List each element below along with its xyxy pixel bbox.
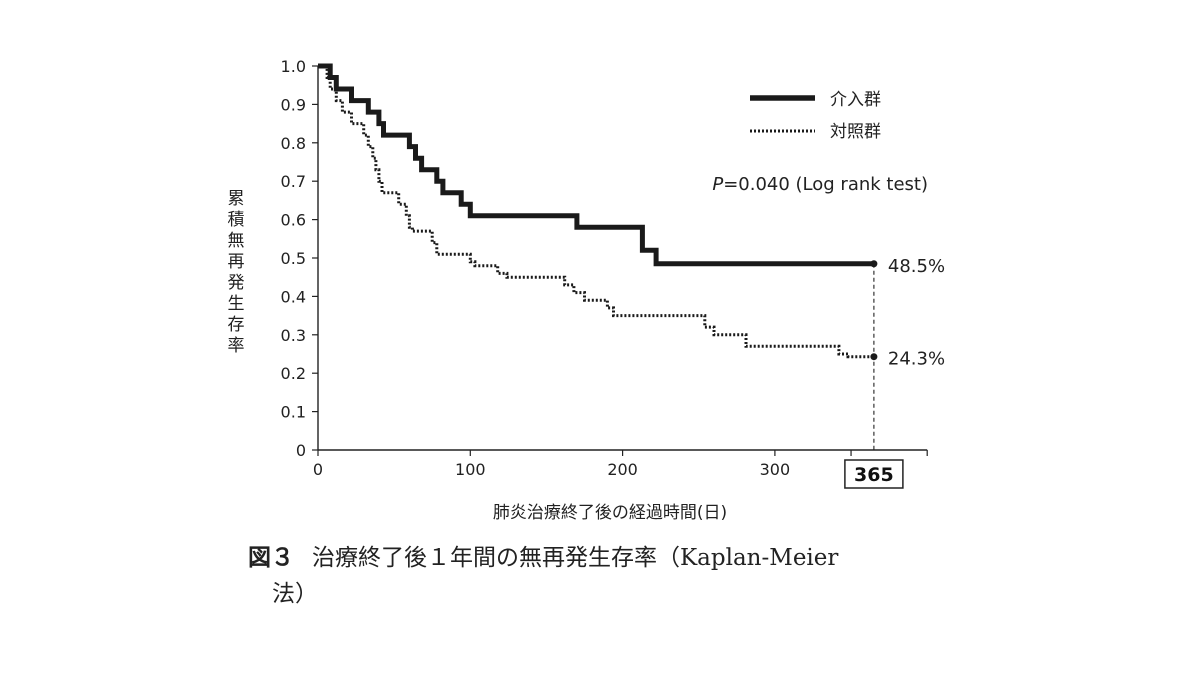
- y-axis-label-char: 生: [228, 294, 245, 314]
- y-axis-label-char: 累: [228, 189, 245, 209]
- legend: 介入群 対照群: [750, 90, 881, 142]
- series-end-label-control: 24.3%: [888, 349, 945, 370]
- series-line-intervention: [318, 63, 874, 267]
- y-axis-label-char: 積: [228, 210, 245, 230]
- x-axis-ticks: 0 100 200 300: [313, 450, 928, 479]
- y-axis-ticks: 0 0.1 0.2 0.3 0.4 0.5 0.6 0.7 0.8 0.9 1.0: [281, 57, 318, 460]
- y-tick-label: 1.0: [281, 57, 306, 76]
- p-symbol: P: [712, 174, 723, 195]
- y-axis-label-char: 存: [228, 315, 245, 335]
- y-tick-label: 0.9: [281, 95, 306, 114]
- y-axis-label-char: 発: [228, 273, 245, 293]
- caption-text-2: 法）: [272, 581, 318, 607]
- y-tick-label: 0.1: [281, 403, 306, 422]
- y-axis-label-char: 率: [228, 336, 245, 356]
- y-tick-label: 0: [296, 441, 306, 460]
- x-tick-label: 0: [313, 460, 323, 479]
- x-tick-label: 200: [607, 460, 638, 479]
- figure-caption: 図３ 治療終了後１年間の無再発生存率（Kaplan-Meier 法）: [248, 540, 948, 612]
- series-line-control: [318, 64, 874, 359]
- x-tick-label: 300: [760, 460, 791, 479]
- x-axis-label: 肺炎治療終了後の経過時間(日): [493, 503, 727, 523]
- y-tick-label: 0.3: [281, 326, 306, 345]
- y-tick-label: 0.5: [281, 249, 306, 268]
- y-tick-label: 0.8: [281, 134, 306, 153]
- y-axis-label-char: 無: [228, 231, 245, 251]
- p-value-annotation: P=0.040 (Log rank test): [712, 174, 928, 195]
- series-end-marker-intervention: [870, 260, 878, 268]
- y-tick-label: 0.6: [281, 211, 306, 230]
- legend-label-intervention: 介入群: [830, 90, 881, 110]
- series-end-label-intervention: 48.5%: [888, 256, 945, 277]
- y-tick-label: 0.7: [281, 172, 306, 191]
- caption-line-1: 図３ 治療終了後１年間の無再発生存率（Kaplan-Meier: [248, 540, 948, 576]
- x-tick-label: 100: [455, 460, 486, 479]
- p-value-text: =0.040 (Log rank test): [723, 174, 928, 195]
- day-365-box: [844, 459, 904, 489]
- legend-label-control: 対照群: [830, 122, 881, 142]
- day-365-label: 365: [854, 464, 894, 486]
- y-tick-label: 0.4: [281, 287, 306, 306]
- caption-text-1: 治療終了後１年間の無再発生存率（Kaplan-Meier: [312, 545, 839, 571]
- series-end-marker-control: [870, 353, 878, 361]
- caption-line-2: 法）: [248, 576, 948, 612]
- y-axis-label-char: 再: [228, 252, 245, 272]
- figure-label: 図３: [248, 544, 294, 571]
- y-tick-label: 0.2: [281, 364, 306, 383]
